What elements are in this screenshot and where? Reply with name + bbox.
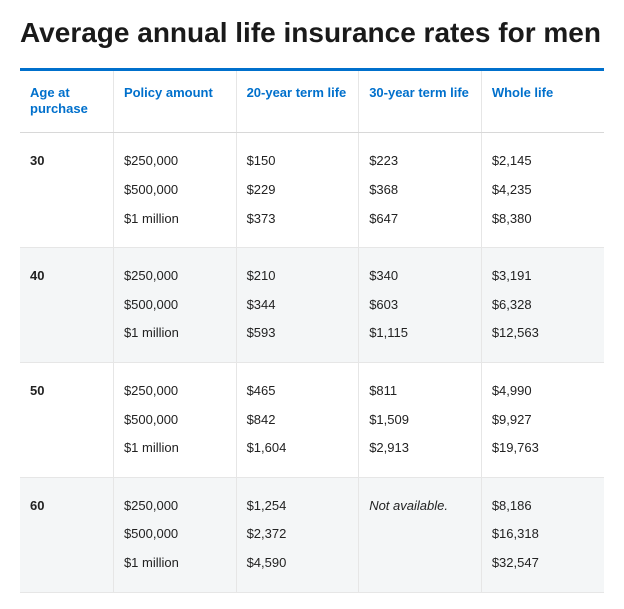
cell-term30-line: $1,509	[369, 406, 471, 435]
cell-term20-line: $842	[247, 406, 349, 435]
cell-term20-line: $1,604	[247, 434, 349, 463]
cell-term30-line: $340	[369, 262, 471, 291]
cell-policy-line: $1 million	[124, 434, 226, 463]
cell-term30-line: $603	[369, 291, 471, 320]
table-row: 50$250,000$500,000$1 million$465$842$1,6…	[20, 362, 604, 477]
cell-term30: $340$603$1,115	[359, 248, 482, 363]
cell-policy-line: $250,000	[124, 377, 226, 406]
cell-term30-line: $2,913	[369, 434, 471, 463]
cell-policy-line: $1 million	[124, 549, 226, 578]
cell-whole-line: $12,563	[492, 319, 594, 348]
table-body: 30$250,000$500,000$1 million$150$229$373…	[20, 133, 604, 592]
cell-whole-line: $8,186	[492, 492, 594, 521]
cell-term20-line: $210	[247, 262, 349, 291]
cell-term30: $223$368$647	[359, 133, 482, 248]
cell-term30: Not available.	[359, 477, 482, 592]
cell-policy-line: $250,000	[124, 147, 226, 176]
cell-age: 50	[20, 362, 113, 477]
cell-whole-line: $4,235	[492, 176, 594, 205]
cell-whole: $8,186$16,318$32,547	[481, 477, 604, 592]
cell-term30-line: $647	[369, 205, 471, 234]
cell-term20: $465$842$1,604	[236, 362, 359, 477]
cell-term20-line: $150	[247, 147, 349, 176]
cell-whole-line: $3,191	[492, 262, 594, 291]
cell-term20-line: $2,372	[247, 520, 349, 549]
cell-policy-line: $500,000	[124, 176, 226, 205]
cell-whole: $3,191$6,328$12,563	[481, 248, 604, 363]
table-row: 30$250,000$500,000$1 million$150$229$373…	[20, 133, 604, 248]
cell-policy-line: $1 million	[124, 319, 226, 348]
cell-term20-line: $229	[247, 176, 349, 205]
cell-whole-line: $8,380	[492, 205, 594, 234]
cell-term20-line: $465	[247, 377, 349, 406]
cell-term30-line: Not available.	[369, 492, 471, 521]
cell-term20-line: $373	[247, 205, 349, 234]
table-header-row: Age at purchase Policy amount 20-year te…	[20, 71, 604, 133]
cell-term20-line: $593	[247, 319, 349, 348]
cell-whole-line: $16,318	[492, 520, 594, 549]
cell-whole: $4,990$9,927$19,763	[481, 362, 604, 477]
cell-age: 30	[20, 133, 113, 248]
cell-term20: $150$229$373	[236, 133, 359, 248]
cell-term20: $210$344$593	[236, 248, 359, 363]
cell-policy-line: $500,000	[124, 291, 226, 320]
cell-policy-line: $250,000	[124, 262, 226, 291]
cell-whole-line: $2,145	[492, 147, 594, 176]
cell-whole: $2,145$4,235$8,380	[481, 133, 604, 248]
cell-term30-line: $368	[369, 176, 471, 205]
cell-policy-line: $1 million	[124, 205, 226, 234]
cell-term20-line: $344	[247, 291, 349, 320]
cell-term30-line: $811	[369, 377, 471, 406]
col-header-age: Age at purchase	[20, 71, 113, 133]
cell-term30-line: $223	[369, 147, 471, 176]
cell-age: 40	[20, 248, 113, 363]
col-header-term20: 20-year term life	[236, 71, 359, 133]
cell-policy-line: $500,000	[124, 520, 226, 549]
cell-term30: $811$1,509$2,913	[359, 362, 482, 477]
cell-whole-line: $9,927	[492, 406, 594, 435]
rates-table: Age at purchase Policy amount 20-year te…	[20, 71, 604, 593]
cell-term30-line: $1,115	[369, 319, 471, 348]
page-title: Average annual life insurance rates for …	[20, 16, 604, 50]
cell-policy-line: $250,000	[124, 492, 226, 521]
cell-policy: $250,000$500,000$1 million	[113, 133, 236, 248]
cell-whole-line: $4,990	[492, 377, 594, 406]
cell-whole-line: $19,763	[492, 434, 594, 463]
rates-table-wrap: Age at purchase Policy amount 20-year te…	[20, 68, 604, 593]
col-header-whole: Whole life	[481, 71, 604, 133]
cell-term20: $1,254$2,372$4,590	[236, 477, 359, 592]
cell-policy: $250,000$500,000$1 million	[113, 362, 236, 477]
cell-whole-line: $32,547	[492, 549, 594, 578]
cell-policy: $250,000$500,000$1 million	[113, 477, 236, 592]
table-row: 40$250,000$500,000$1 million$210$344$593…	[20, 248, 604, 363]
cell-age: 60	[20, 477, 113, 592]
col-header-policy: Policy amount	[113, 71, 236, 133]
cell-policy-line: $500,000	[124, 406, 226, 435]
cell-term20-line: $1,254	[247, 492, 349, 521]
table-row: 60$250,000$500,000$1 million$1,254$2,372…	[20, 477, 604, 592]
cell-whole-line: $6,328	[492, 291, 594, 320]
cell-policy: $250,000$500,000$1 million	[113, 248, 236, 363]
col-header-term30: 30-year term life	[359, 71, 482, 133]
cell-term20-line: $4,590	[247, 549, 349, 578]
